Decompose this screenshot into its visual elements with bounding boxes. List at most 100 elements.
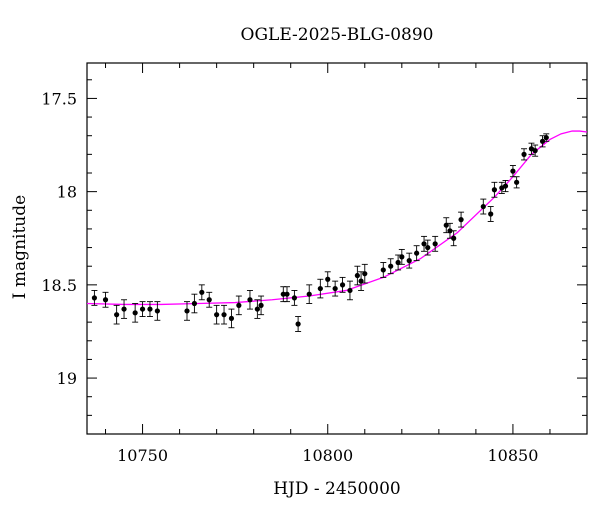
data-point	[450, 230, 457, 247]
data-marker	[421, 241, 427, 247]
data-point	[413, 245, 420, 262]
data-point	[184, 301, 190, 321]
data-point	[295, 316, 302, 332]
data-point	[532, 144, 539, 157]
data-marker	[206, 297, 212, 303]
x-tick-label: 10750	[117, 446, 168, 465]
data-marker	[139, 306, 146, 312]
data-marker	[358, 278, 364, 284]
data-marker	[362, 271, 368, 277]
y-tick-label: 19	[57, 369, 77, 388]
y-tick-label: 17.5	[41, 89, 77, 108]
x-tick-label: 10850	[487, 446, 538, 465]
data-point	[246, 289, 253, 310]
y-tick-label: 18.5	[41, 276, 77, 295]
data-point	[509, 165, 516, 178]
data-marker	[199, 289, 205, 295]
data-marker	[502, 183, 509, 189]
model-curve	[86, 130, 588, 306]
data-point	[354, 265, 361, 286]
data-marker	[332, 285, 338, 292]
data-marker	[295, 321, 301, 327]
data-point	[446, 222, 453, 239]
x-tick-label: 10800	[302, 446, 353, 465]
data-marker	[102, 297, 109, 303]
data-point	[146, 301, 153, 317]
data-marker	[388, 263, 394, 269]
data-marker	[121, 306, 127, 312]
data-marker	[521, 151, 527, 157]
data-marker	[147, 306, 153, 312]
data-point	[339, 276, 346, 293]
chart-title: OGLE-2025-BLG-0890	[241, 25, 434, 45]
data-point	[332, 280, 339, 297]
data-marker	[414, 250, 420, 256]
data-marker	[247, 297, 253, 303]
data-marker	[406, 258, 412, 264]
data-marker	[317, 285, 323, 292]
data-marker	[154, 308, 160, 314]
data-marker	[491, 187, 498, 193]
data-point	[284, 286, 290, 303]
data-marker	[425, 244, 431, 251]
data-marker	[306, 291, 312, 297]
data-marker	[451, 235, 457, 241]
data-marker	[258, 302, 264, 308]
axis-tick-labels: 10750 10800 10850 17.5 18 18.5 19	[41, 89, 538, 465]
data-point	[521, 148, 528, 161]
data-marker	[532, 148, 538, 154]
data-marker	[458, 217, 464, 223]
data-marker	[480, 203, 486, 210]
data-point	[306, 284, 313, 304]
y-tick-label: 18	[57, 183, 77, 202]
data-point	[539, 135, 546, 148]
data-point	[221, 304, 228, 325]
data-marker	[543, 134, 549, 141]
data-marker	[114, 312, 120, 318]
data-point	[387, 258, 394, 275]
data-point	[358, 271, 365, 291]
data-point	[213, 304, 220, 325]
data-marker	[291, 295, 298, 301]
data-marker	[284, 291, 290, 297]
data-marker	[191, 300, 198, 307]
data-marker	[228, 315, 235, 322]
data-marker	[236, 302, 242, 308]
data-marker	[443, 222, 449, 228]
data-point	[191, 293, 198, 314]
data-point	[235, 295, 242, 316]
plot-frame	[86, 62, 588, 435]
data-point	[491, 181, 498, 198]
data-marker	[184, 308, 190, 314]
data-point	[528, 142, 535, 155]
data-marker	[325, 276, 331, 282]
data-point	[324, 271, 331, 288]
data-marker	[510, 168, 516, 174]
data-marker	[132, 310, 138, 316]
x-axis-label: HJD - 2450000	[273, 479, 401, 499]
data-point	[113, 304, 120, 325]
data-marker	[254, 306, 260, 312]
data-point	[398, 248, 405, 265]
data-point	[132, 303, 139, 323]
data-point	[206, 291, 213, 308]
data-point	[380, 262, 387, 278]
data-point	[406, 252, 413, 269]
data-point	[502, 180, 509, 193]
data-point	[317, 278, 324, 299]
data-points-group	[91, 133, 550, 332]
data-point	[254, 299, 261, 319]
data-marker	[432, 241, 438, 247]
data-point	[91, 289, 98, 306]
data-point	[139, 301, 146, 317]
data-marker	[539, 138, 546, 144]
data-marker	[91, 295, 98, 301]
data-point	[424, 239, 431, 256]
model-curve-group	[86, 130, 588, 306]
data-marker	[214, 312, 220, 318]
axis-ticks	[87, 63, 588, 435]
data-marker	[399, 254, 405, 260]
data-point	[480, 198, 487, 215]
data-point	[291, 289, 298, 306]
